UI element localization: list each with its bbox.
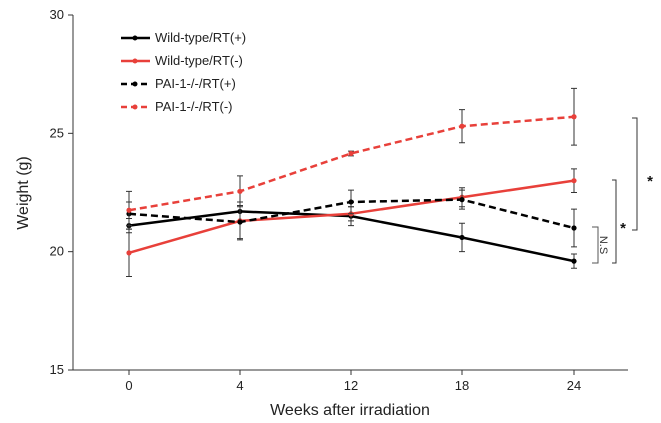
y-tick-group: 15 20 25 30 <box>50 7 73 377</box>
legend: Wild-type/RT(+) Wild-type/RT(-) PAI-1-/-/R… <box>121 30 246 114</box>
data-point <box>571 178 577 184</box>
x-axis-title: Weeks after irradiation <box>270 402 430 419</box>
y-tick-label: 25 <box>50 125 64 140</box>
x-tick-label: 18 <box>455 378 469 393</box>
legend-marker <box>132 35 138 41</box>
data-point <box>237 188 243 194</box>
data-point <box>571 114 577 120</box>
series-layer <box>126 87 577 278</box>
legend-label: PAI-1-/-/RT(+) <box>155 76 236 91</box>
legend-label: Wild-type/RT(+) <box>155 30 246 45</box>
data-point <box>126 207 132 213</box>
data-point <box>237 219 243 225</box>
legend-marker <box>132 81 138 87</box>
x-tick-label: 12 <box>344 378 358 393</box>
significance-star-inner: * <box>620 220 626 237</box>
x-tick-label: 0 <box>125 378 132 393</box>
data-point <box>571 258 577 264</box>
legend-marker <box>132 58 138 64</box>
significance-bracket-inner: * <box>612 179 626 264</box>
legend-marker <box>132 104 138 110</box>
y-tick-label: 20 <box>50 244 64 259</box>
data-point <box>348 150 354 157</box>
legend-label: Wild-type/RT(-) <box>155 53 243 68</box>
y-axis-title: Weight (g) <box>15 156 32 230</box>
data-point <box>459 197 465 203</box>
x-tick-label: 4 <box>236 378 243 393</box>
data-point <box>459 123 465 129</box>
x-tick-label: 24 <box>567 378 581 393</box>
y-tick-label: 15 <box>50 362 64 377</box>
data-point <box>348 199 354 205</box>
data-point <box>126 250 132 256</box>
ns-label: N.S <box>597 236 609 254</box>
ns-bracket: N.S <box>592 226 609 264</box>
data-point <box>459 234 465 241</box>
data-point <box>571 225 577 231</box>
significance-bracket-outer: * <box>632 117 653 231</box>
legend-label: PAI-1-/-/RT(-) <box>155 99 233 114</box>
significance-star-outer: * <box>647 173 653 190</box>
x-tick-group: 0 4 12 18 24 <box>125 370 581 393</box>
series-4 <box>126 87 577 230</box>
y-tick-label: 30 <box>50 7 64 22</box>
